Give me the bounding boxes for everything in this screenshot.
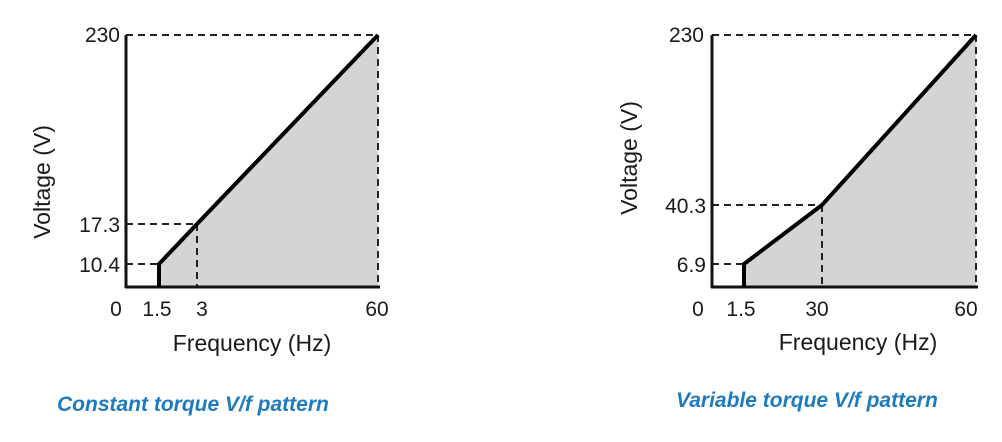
y-tick-10-4: 10.4 [79, 254, 120, 277]
variable-torque-chart: 230 40.3 6.9 0 1.5 30 60 Frequency (Hz) … [616, 24, 978, 355]
x-tick-60: 60 [365, 298, 388, 321]
x-axis-label: Frequency (Hz) [779, 329, 937, 355]
axes [710, 35, 978, 289]
x-tick-0: 0 [110, 298, 122, 321]
x-tick-30: 30 [805, 298, 828, 321]
variable-torque-caption: Variable torque V/f pattern [676, 389, 938, 412]
constant-torque-caption: Constant torque V/f pattern [57, 393, 329, 416]
y-tick-6-9: 6.9 [677, 254, 706, 277]
shaded-area [744, 35, 976, 287]
y-axis-label: Voltage (V) [29, 125, 55, 239]
axes [124, 35, 380, 289]
shaded-area [159, 35, 378, 287]
y-tick-17-3: 17.3 [79, 214, 120, 237]
vf-curve [157, 33, 380, 287]
x-tick-60: 60 [954, 298, 977, 321]
y-tick-40-3: 40.3 [665, 195, 706, 218]
constant-torque-chart: 230 17.3 10.4 0 1.5 3 60 Frequency (Hz) … [29, 24, 389, 356]
y-axis-label: Voltage (V) [616, 101, 642, 215]
x-axis-label: Frequency (Hz) [173, 330, 331, 356]
y-tick-230: 230 [669, 24, 704, 47]
reference-lines [712, 34, 977, 287]
x-tick-0: 0 [692, 298, 704, 321]
x-tick-1-5: 1.5 [726, 298, 755, 321]
x-tick-3: 3 [196, 298, 208, 321]
y-tick-230: 230 [85, 24, 120, 47]
x-tick-1-5: 1.5 [142, 298, 171, 321]
vf-curve [742, 33, 978, 287]
reference-lines [126, 34, 379, 287]
